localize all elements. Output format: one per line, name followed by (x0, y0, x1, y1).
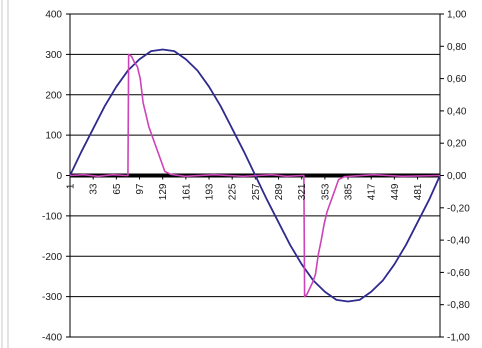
x-tick-label: 161 (181, 183, 192, 200)
y2-tick-label: 0,60 (447, 74, 467, 85)
y2-tick-label: 0,20 (447, 139, 467, 150)
series-layer (69, 48, 441, 303)
x-tick-label: 33 (89, 183, 100, 195)
x-tick-label: 97 (135, 183, 146, 195)
tick-labels: 400 300 200 100 0 -100 -200 -300 -400 1,00 0,80 0,6… (42, 10, 470, 344)
y2-tick-label: 0,40 (447, 106, 467, 117)
y-tick-label: 400 (45, 10, 62, 21)
x-tick-label: 417 (367, 183, 378, 200)
x-tick-label: 385 (344, 183, 355, 200)
y-tick-label: 0 (56, 171, 62, 182)
gridlines (70, 13, 440, 338)
y2-tick-label: -1,00 (447, 333, 470, 344)
y2-tick-label: -0,60 (447, 268, 470, 279)
x-tick-label: 129 (158, 183, 169, 200)
y2-tick-label: 0,80 (447, 42, 467, 53)
y2-tick-label: 0,00 (447, 171, 467, 182)
y-tick-label: -300 (42, 292, 62, 303)
series-line-signal (69, 53, 441, 298)
y-tick-label: 200 (45, 90, 62, 101)
x-tick-label: 225 (228, 183, 239, 200)
x-tick-label: 289 (274, 183, 285, 200)
y2-tick-label: -0,40 (447, 236, 470, 247)
y2-tick-label: 1,00 (447, 10, 467, 21)
y-tick-label: 300 (45, 50, 62, 61)
x-tick-label: 65 (112, 183, 123, 195)
x-tick-label: 1 (66, 183, 77, 189)
x-tick-label: 481 (413, 183, 424, 200)
y-tick-label: -100 (42, 211, 62, 222)
x-tick-label: 449 (390, 183, 401, 200)
x-tick-label: 193 (205, 183, 216, 200)
y-tick-label: -400 (42, 333, 62, 344)
y-tick-label: 100 (45, 131, 62, 142)
x-tick-label: 353 (320, 183, 331, 200)
x-tick-label: 321 (297, 183, 308, 200)
y2-tick-label: -0,80 (447, 300, 470, 311)
y-tick-label: -200 (42, 252, 62, 263)
x-tick-label: 257 (251, 183, 262, 200)
y2-tick-label: -0,20 (447, 203, 470, 214)
